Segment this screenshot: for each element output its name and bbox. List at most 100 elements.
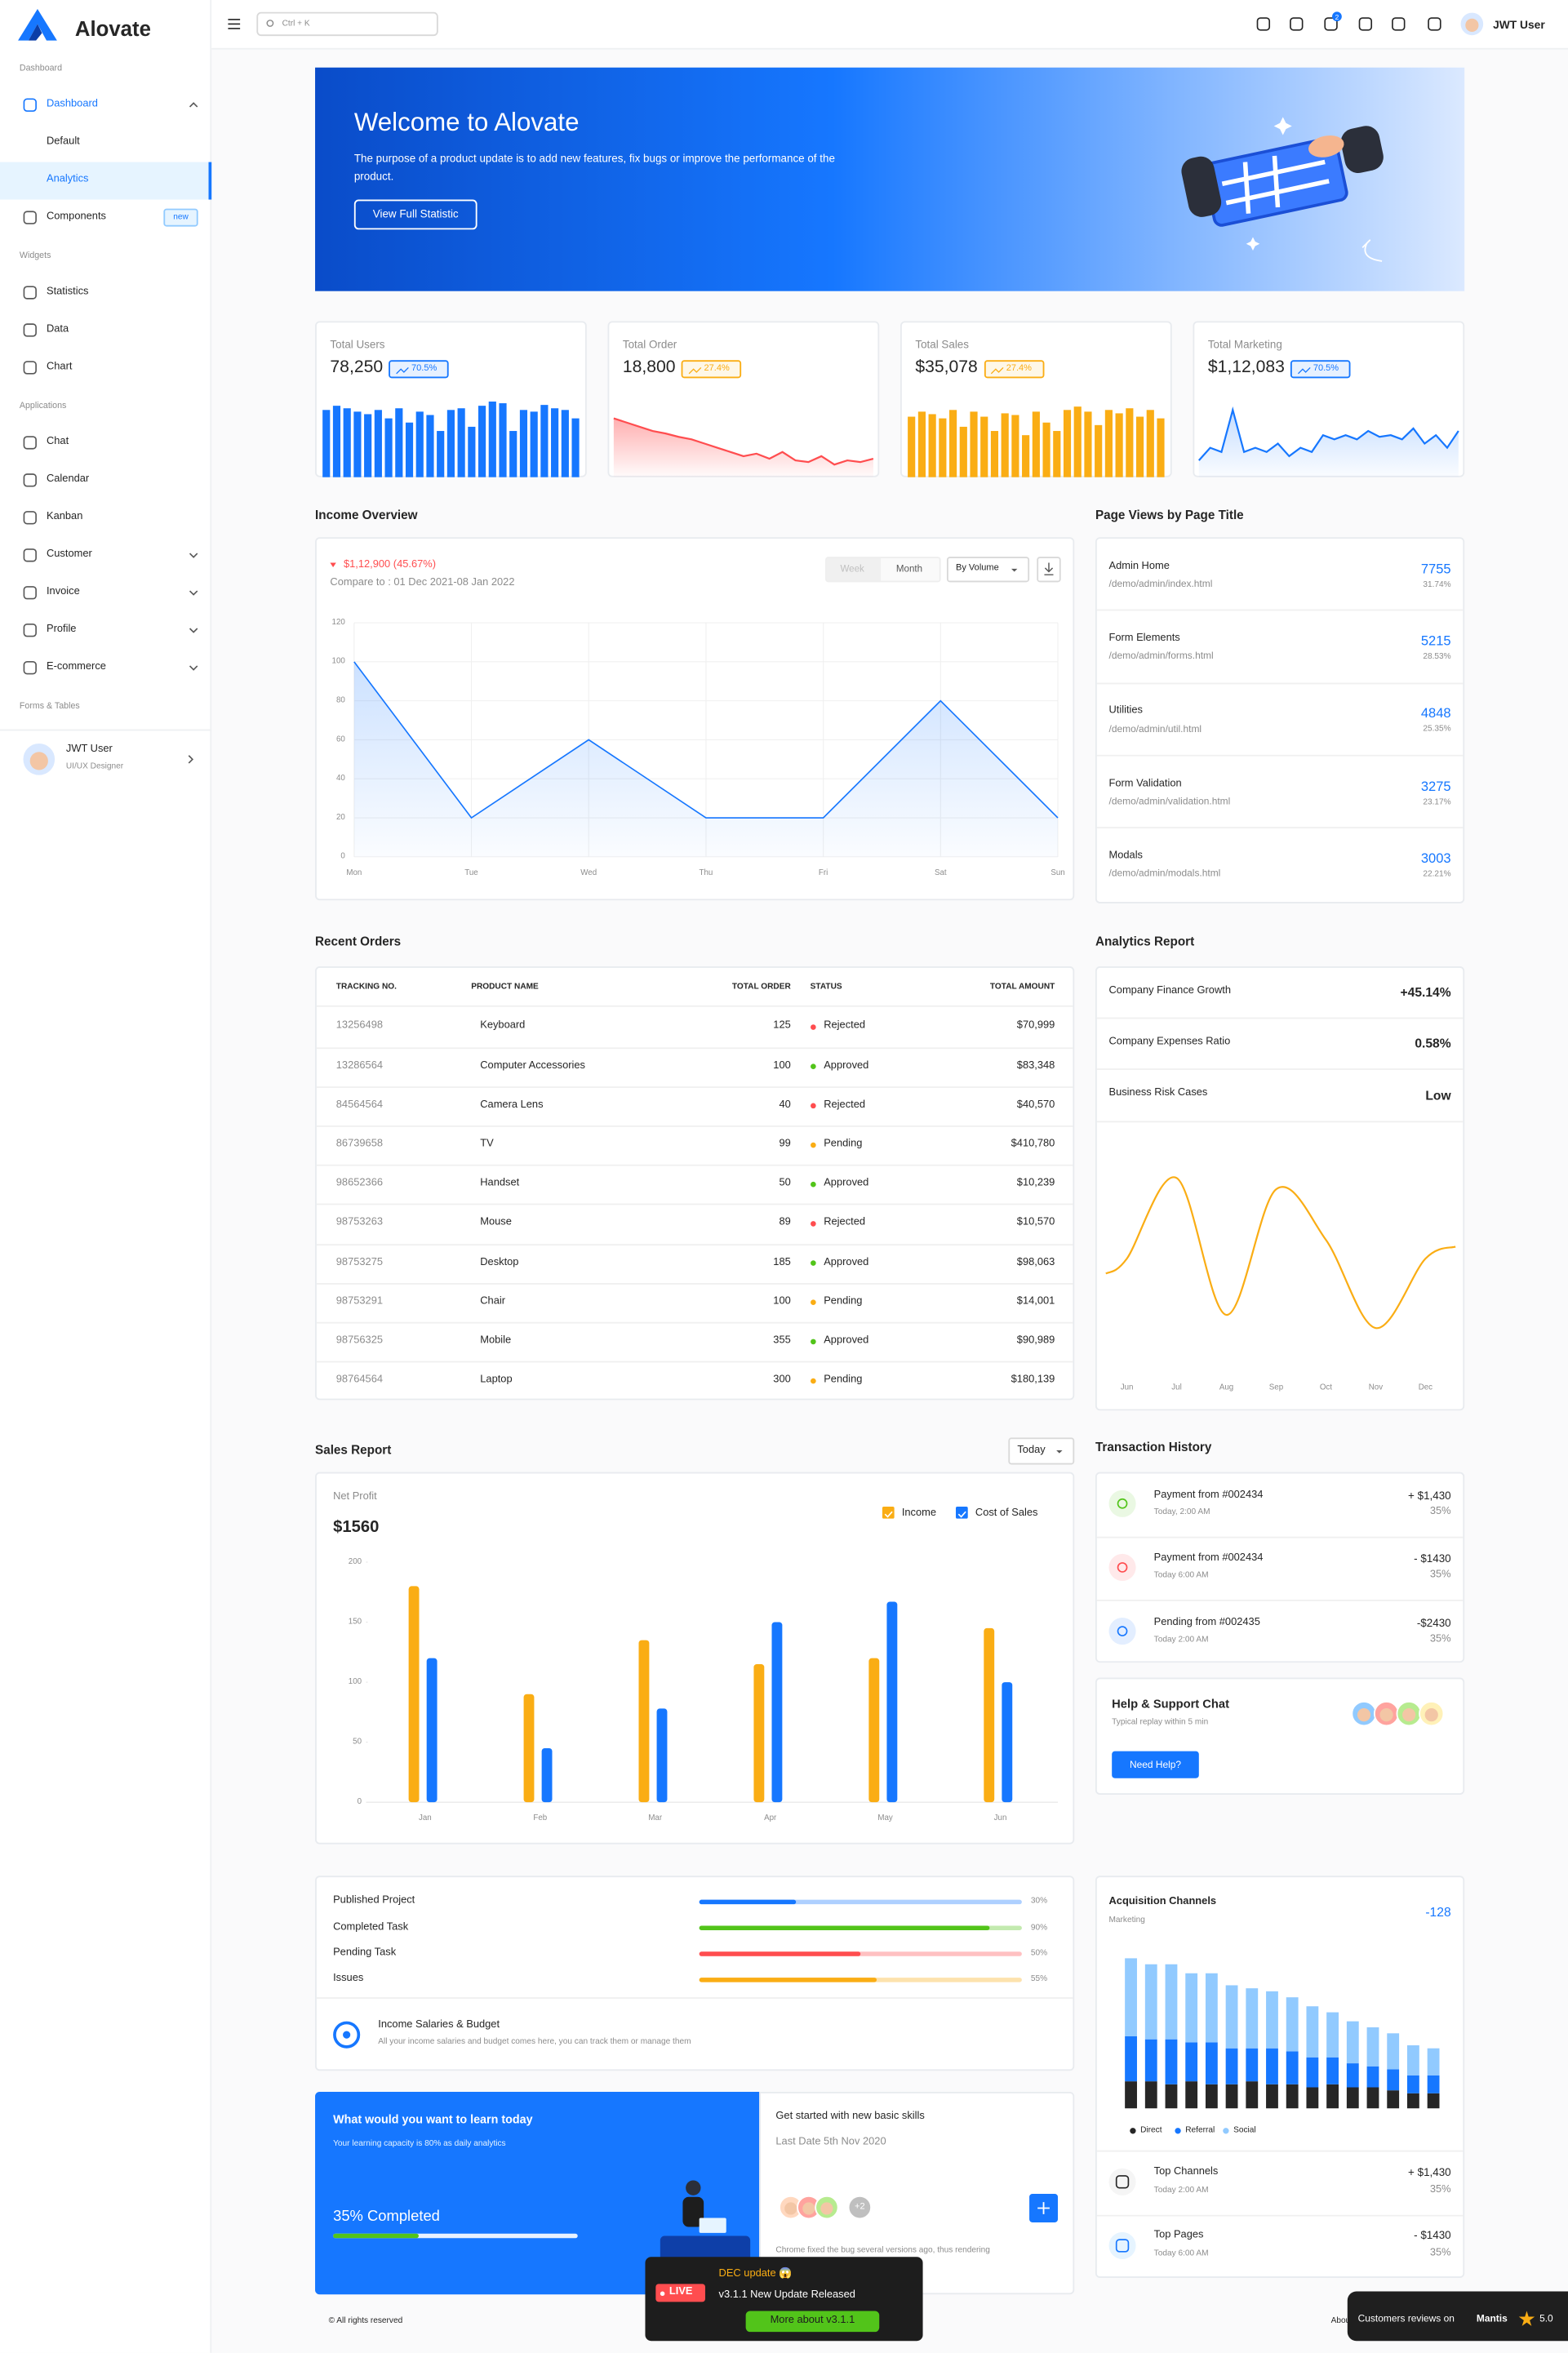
stacked-bar	[1125, 1958, 1137, 2036]
item-amount: - $1430	[1414, 2228, 1451, 2243]
tracking-no: 86739658	[335, 1139, 384, 1150]
legend-swatch	[882, 1506, 895, 1519]
x-tick-label: Wed	[580, 868, 597, 878]
row-divider	[316, 1204, 1073, 1206]
section-title: Analytics Report	[1095, 933, 1195, 949]
mini-bar	[457, 408, 465, 477]
bar	[656, 1708, 668, 1803]
x-tick-label: Nov	[1368, 1383, 1384, 1392]
nav-item[interactable]: Calendar	[46, 473, 90, 485]
mini-bar	[571, 418, 580, 477]
stacked-bar	[1427, 2048, 1440, 2076]
mini-bar	[1063, 410, 1072, 477]
progress-fill	[699, 1899, 797, 1905]
popup-button-text[interactable]: More about v3.1.1	[770, 2315, 855, 2327]
page-title: Form Elements	[1108, 633, 1180, 644]
nav-item[interactable]: Chart	[46, 361, 73, 372]
row-divider	[316, 1125, 1073, 1127]
page-percent: 28.53%	[1423, 652, 1451, 662]
stacked-bar	[1406, 2045, 1419, 2076]
stacked-bar	[1286, 2051, 1299, 2084]
stat-title: Total Users	[330, 336, 385, 351]
header-user[interactable]: JWT User	[1493, 17, 1545, 31]
icon	[23, 211, 37, 224]
x-tick-label: Sep	[1268, 1383, 1284, 1392]
stacked-bar	[1125, 2081, 1137, 2109]
stacked-bar	[1165, 1964, 1178, 2040]
row-divider	[316, 1321, 1073, 1324]
search-box[interactable]	[256, 11, 438, 37]
stat-badge-text: 70.5%	[411, 364, 438, 374]
row-divider	[316, 1165, 1073, 1166]
tab[interactable]: Month	[895, 564, 923, 575]
column-header: TOTAL AMOUNT	[989, 982, 1055, 992]
mini-bar	[1032, 411, 1040, 477]
badge-text: new	[173, 213, 189, 223]
page-path: /demo/admin/modals.html	[1108, 869, 1221, 880]
tab[interactable]: Week	[840, 564, 864, 575]
mini-bar	[426, 415, 434, 477]
stacked-bar	[1205, 2042, 1218, 2084]
x-tick-label: Aug	[1219, 1383, 1234, 1392]
popup-button[interactable]	[745, 2311, 880, 2333]
tracking-no: 98753263	[335, 1217, 384, 1228]
income-amount: $1,12,900 (45.67%)	[343, 559, 437, 570]
skills-title: Get started with new basic skills	[775, 2111, 925, 2122]
hand-left	[1181, 156, 1222, 217]
select-text[interactable]: By Volume	[955, 565, 999, 575]
status-dot	[811, 1024, 816, 1030]
icon	[23, 548, 37, 562]
select[interactable]	[1008, 1437, 1075, 1465]
total-amount: $14,001	[1016, 1295, 1055, 1307]
mini-bar	[1084, 411, 1092, 477]
nav-item[interactable]: Components	[46, 211, 106, 222]
icon	[23, 660, 37, 675]
download-icon	[1044, 562, 1054, 575]
tracking-no: 13256498	[335, 1020, 384, 1032]
section-title: Recent Orders	[315, 933, 402, 949]
nav-item[interactable]: Dashboard	[46, 98, 98, 109]
nav-subitem[interactable]: Default	[46, 135, 80, 147]
nav-item[interactable]: Customer	[46, 548, 92, 560]
transaction-percent: 35%	[1429, 1506, 1451, 1517]
footer-link[interactable]: About	[1330, 2316, 1353, 2326]
help-button-text[interactable]: Need Help?	[1129, 1759, 1182, 1770]
trend-icon	[688, 367, 702, 375]
row-divider	[1096, 2150, 1464, 2152]
tracking-no: 98652366	[335, 1178, 384, 1189]
banner-button-text[interactable]: View Full Statistic	[372, 206, 459, 221]
chevron	[189, 102, 198, 108]
select-text[interactable]: Today	[1017, 1445, 1046, 1456]
mini-bar	[437, 431, 445, 477]
transaction-time: Today 6:00 AM	[1153, 1571, 1209, 1581]
nav-item[interactable]: Chat	[46, 436, 69, 447]
chevron	[189, 553, 198, 558]
sidebar-section: Widgets	[19, 251, 51, 261]
search-placeholder[interactable]: Ctrl + K	[282, 19, 310, 29]
nav-item[interactable]: Profile	[46, 624, 77, 635]
mini-bar	[1011, 415, 1019, 477]
nav-item[interactable]: Invoice	[46, 586, 80, 597]
nav-item[interactable]: Data	[46, 323, 69, 335]
help-button[interactable]	[1112, 1751, 1199, 1778]
transaction-amount: - $1430	[1414, 1552, 1451, 1565]
nav-subitem[interactable]: Analytics	[46, 173, 89, 184]
stacked-bar	[1306, 2057, 1319, 2088]
total-amount: $70,999	[1016, 1020, 1055, 1032]
stacked-bar	[1387, 2033, 1400, 2070]
banner-button[interactable]	[353, 199, 478, 230]
net-profit-value: $1560	[333, 1519, 380, 1538]
reviews-text: Customers reviews on	[1357, 2314, 1455, 2325]
reviews-badge[interactable]	[1347, 2291, 1568, 2342]
bar	[886, 1601, 898, 1803]
nav-item[interactable]: E-commerce	[46, 661, 106, 673]
x-tick-label: Sun	[1051, 868, 1065, 878]
nav-item[interactable]: Statistics	[46, 286, 89, 297]
nav-item[interactable]: Kanban	[46, 511, 83, 522]
stacked-bar	[1306, 2006, 1319, 2058]
mini-bar	[1157, 418, 1165, 477]
analytics-label: Business Risk Cases	[1108, 1088, 1208, 1099]
stat-badge-text: 27.4%	[704, 364, 730, 374]
mini-area	[1198, 410, 1459, 477]
item-icon-bg	[1108, 2168, 1136, 2195]
